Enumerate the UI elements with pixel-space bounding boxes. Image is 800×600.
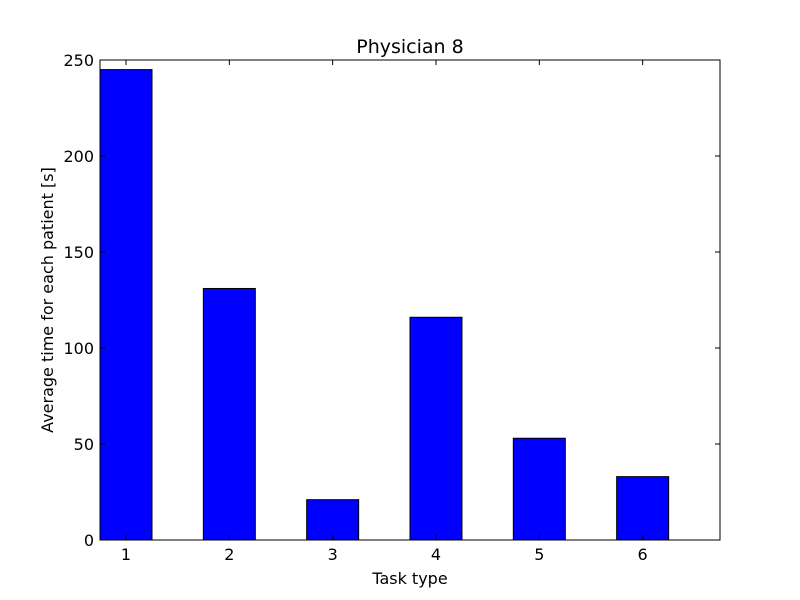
bar-task-4 bbox=[409, 316, 463, 541]
y-tick-label: 100 bbox=[63, 339, 94, 358]
plot-frame bbox=[99, 59, 721, 541]
x-tick-label: 5 bbox=[534, 545, 544, 564]
bar-task-1 bbox=[99, 69, 153, 541]
y-tick-label: 150 bbox=[63, 243, 94, 262]
y-tick-label: 50 bbox=[74, 435, 94, 454]
y-tick-labels: 0 50 100 150 200 250 bbox=[63, 51, 94, 550]
x-tick-label: 3 bbox=[328, 545, 338, 564]
y-tick-label: 250 bbox=[63, 51, 94, 70]
y-tick-label: 0 bbox=[84, 531, 94, 550]
bar-task-5 bbox=[512, 437, 566, 541]
bar-task-6 bbox=[616, 476, 670, 541]
ticks-group bbox=[100, 59, 720, 541]
x-tick-label: 4 bbox=[431, 545, 441, 564]
x-axis-title: Task type bbox=[371, 569, 447, 588]
bar-task-3 bbox=[306, 499, 360, 541]
x-tick-labels: 1 2 3 4 5 6 bbox=[121, 545, 648, 564]
bar-task-2 bbox=[202, 287, 256, 541]
y-axis-title: Average time for each patient [s] bbox=[38, 167, 57, 433]
x-tick-label: 1 bbox=[121, 545, 131, 564]
x-tick-label: 6 bbox=[638, 545, 648, 564]
x-tick-label: 2 bbox=[224, 545, 234, 564]
chart-title: Physician 8 bbox=[356, 36, 463, 58]
y-tick-label: 200 bbox=[63, 147, 94, 166]
bars-group bbox=[99, 69, 670, 541]
